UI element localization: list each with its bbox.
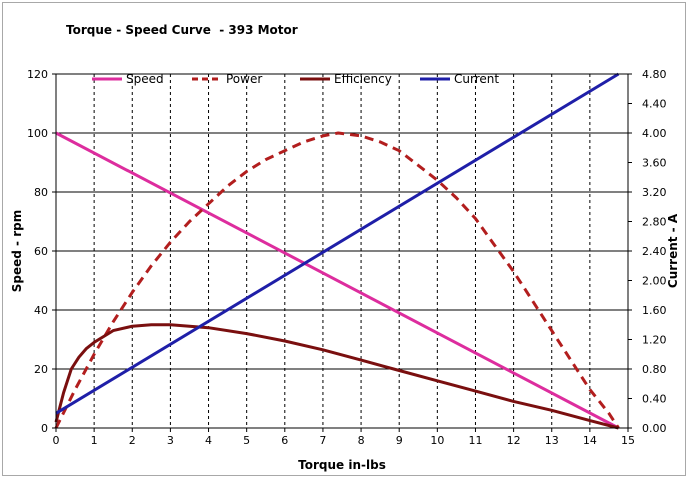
y2-tick-label: 2.00 xyxy=(642,275,667,288)
x-tick-label: 7 xyxy=(319,434,326,447)
series-power-line xyxy=(54,131,620,429)
series-efficiency-line xyxy=(54,323,619,430)
y2-tick-label: 3.20 xyxy=(642,186,667,199)
legend-label-power: Power xyxy=(226,72,262,86)
series-current-line xyxy=(55,72,620,415)
x-tick-label: 5 xyxy=(243,434,250,447)
x-tick-label: 14 xyxy=(583,434,597,447)
chart-title: Torque - Speed Curve - 393 Motor xyxy=(66,23,298,37)
y-tick-label: 0 xyxy=(41,422,48,435)
y-tick-label: 100 xyxy=(27,127,48,140)
x-tick-label: 9 xyxy=(396,434,403,447)
x-tick-label: 0 xyxy=(53,434,60,447)
x-tick-label: 15 xyxy=(621,434,635,447)
legend-label-efficiency: Efficiency xyxy=(334,72,392,86)
x-tick-label: 6 xyxy=(281,434,288,447)
grid-layer xyxy=(56,73,628,428)
y2-tick-label: 1.60 xyxy=(642,304,667,317)
x-tick-label: 2 xyxy=(129,434,136,447)
y2-tick-label: 2.40 xyxy=(642,245,667,258)
x-tick-label: 12 xyxy=(507,434,521,447)
legend-label-speed: Speed xyxy=(126,72,164,86)
legend-label-current: Current xyxy=(454,72,499,86)
y-tick-label: 40 xyxy=(34,304,48,317)
legend: Speed Power Efficiency Current xyxy=(92,72,499,86)
y2-tick-label: 0.00 xyxy=(642,422,667,435)
y-tick-label: 20 xyxy=(34,363,48,376)
y-tick-label: 60 xyxy=(34,245,48,258)
y2-tick-label: 0.80 xyxy=(642,363,667,376)
y-tick-label: 120 xyxy=(27,68,48,81)
x-tick-label: 4 xyxy=(205,434,212,447)
y2-tick-label: 4.80 xyxy=(642,68,667,81)
x-tick-label: 3 xyxy=(167,434,174,447)
series-speed-line xyxy=(55,131,620,430)
x-tick-label: 11 xyxy=(468,434,482,447)
y2-tick-label: 4.40 xyxy=(642,98,667,111)
y2-tick-label: 0.40 xyxy=(642,393,667,406)
x-tick-label: 8 xyxy=(358,434,365,447)
x-tick-label: 10 xyxy=(430,434,444,447)
series-layer xyxy=(54,72,620,430)
y2-tick-label: 4.00 xyxy=(642,127,667,140)
y-axis-title: Speed - rpm xyxy=(10,210,24,292)
y2-axis-title: Current - A xyxy=(666,213,680,288)
x-tick-label: 13 xyxy=(545,434,559,447)
y2-tick-label: 2.80 xyxy=(642,216,667,229)
y2-tick-label: 1.20 xyxy=(642,334,667,347)
y2-tick-label: 3.60 xyxy=(642,157,667,170)
y-tick-label: 80 xyxy=(34,186,48,199)
x-tick-label: 1 xyxy=(91,434,98,447)
axis-layer: 0 1 2 3 4 5 6 7 8 9 10 11 12 13 14 150204060801001200.0… xyxy=(27,68,667,447)
x-axis-title: Torque in-lbs xyxy=(298,458,386,472)
